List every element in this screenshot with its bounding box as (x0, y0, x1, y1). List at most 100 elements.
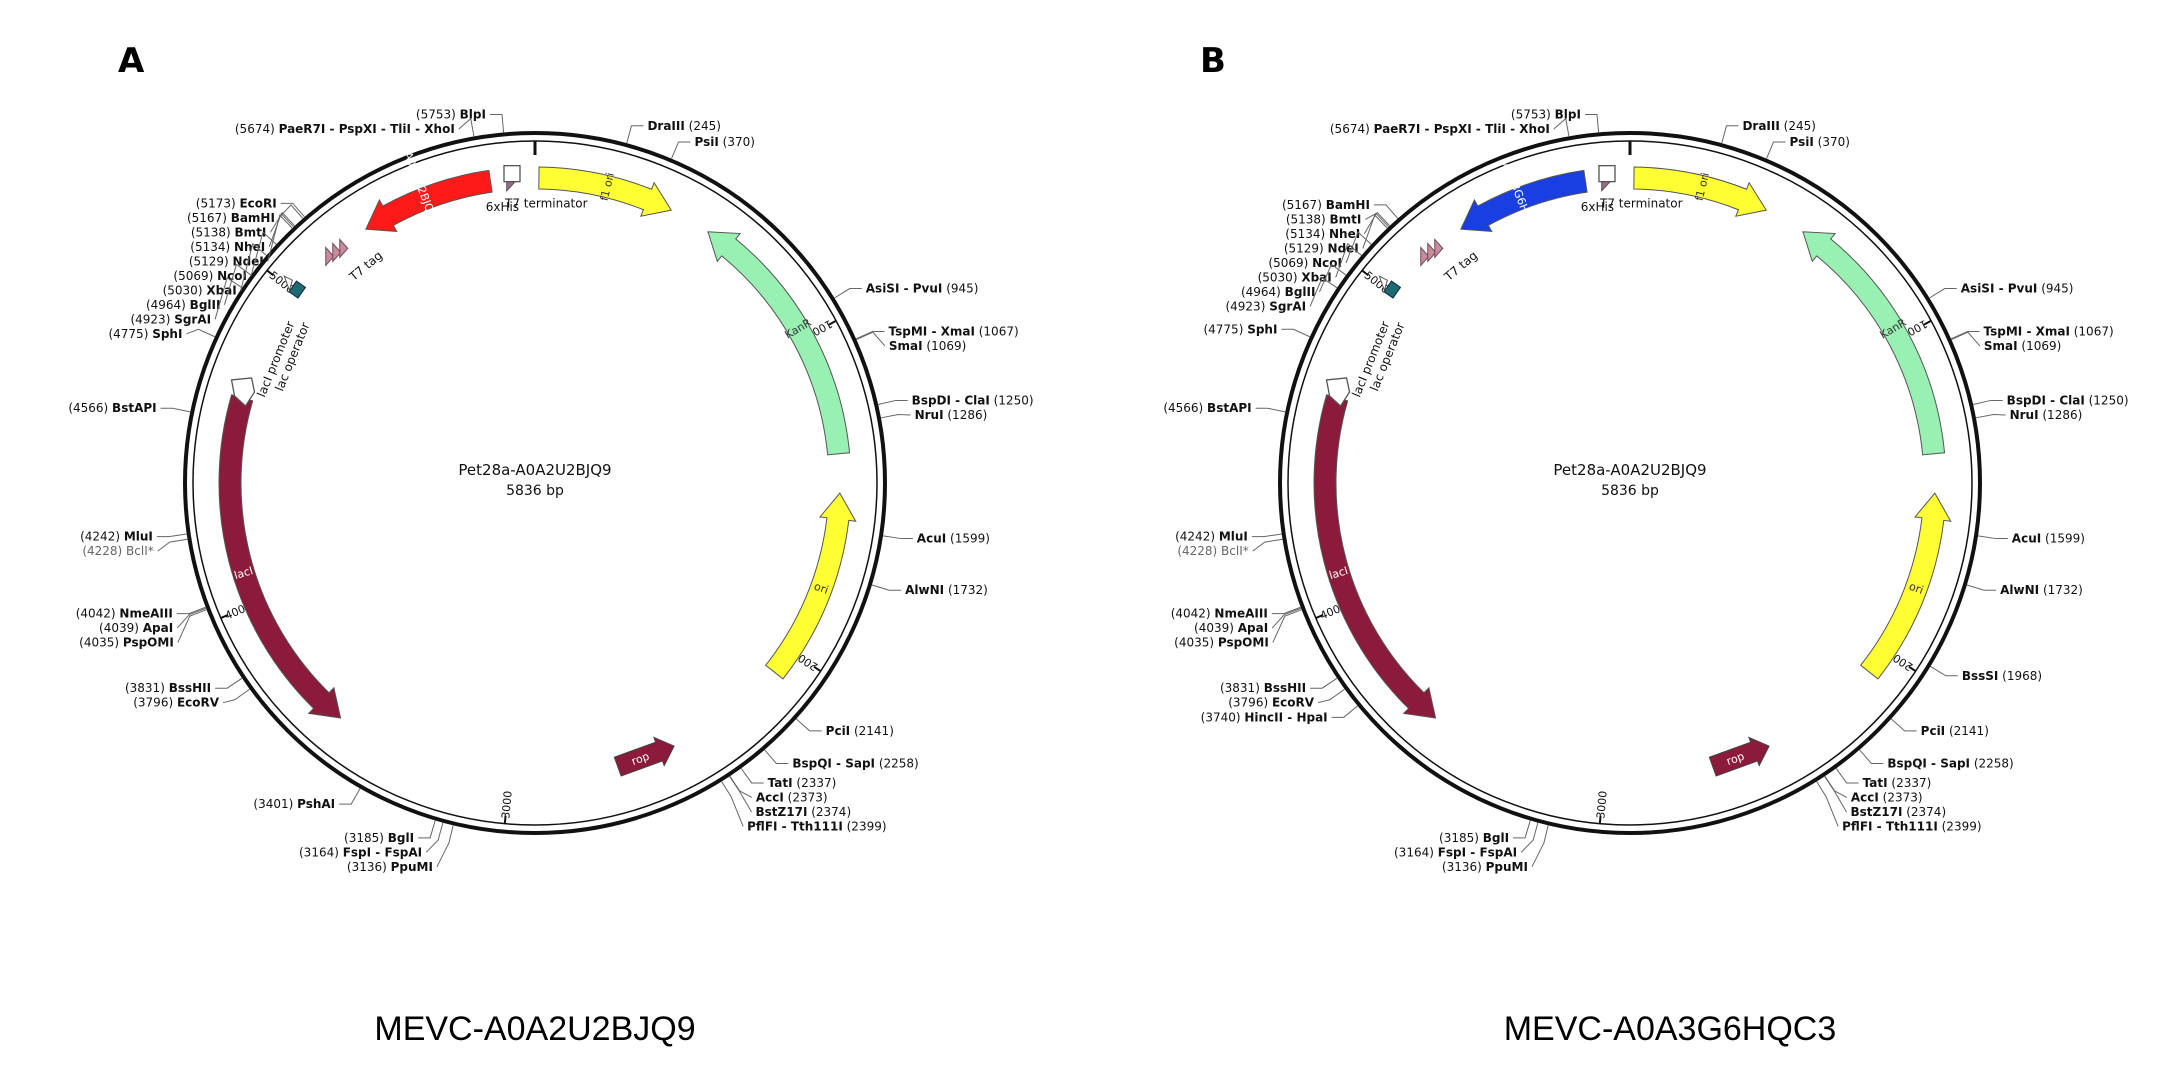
site-leader-line (764, 749, 789, 764)
site-leader-line (1317, 688, 1345, 704)
scale-tick (1315, 613, 1324, 619)
restriction-site-label: TspMI - XmaI (1067) (1984, 324, 2114, 338)
restriction-site-label: AcuI (1599) (917, 532, 990, 546)
restriction-site-label: BstZ17I (2374) (756, 805, 852, 819)
feature-rop-arrow: rop (1708, 736, 1770, 777)
feature-f1-ori-arrow (1633, 166, 1768, 217)
restriction-site-label: BspQI - SapI (2258) (792, 756, 918, 770)
laci-promoter-arrow (230, 377, 256, 407)
restriction-site-label: BspQI - SapI (2258) (1887, 756, 2013, 770)
restriction-site-label: (3136) PpuMI (1442, 860, 1528, 874)
restriction-site-label: NruI (1286) (2010, 408, 2083, 422)
t7-promoter-marker (283, 275, 293, 292)
restriction-site-label: AsiSI - PvuI (945) (1961, 282, 2074, 296)
restriction-site-label: (4964) BglII (146, 298, 220, 312)
restriction-site-label: (5167) BamHI (187, 211, 275, 225)
site-leader-line (160, 407, 191, 413)
restriction-site-label: (3796) EcoRV (133, 696, 220, 710)
restriction-site-label: (4035) PspOMI (1174, 636, 1269, 650)
rop-arrow-shape (1708, 736, 1770, 777)
site-leader-line (1824, 776, 1847, 813)
restriction-site-label: DraIII (245) (647, 119, 720, 133)
restriction-site-label: (4039) ApaI (99, 621, 173, 635)
feature-label: lacI (1328, 564, 1350, 582)
t7-terminator-box (503, 164, 521, 183)
rop-arrow-shape (613, 736, 675, 777)
site-leader-line (1335, 242, 1362, 278)
restriction-site-label: BssSI (1968) (1962, 669, 2042, 683)
site-leader-line (1721, 125, 1739, 144)
feature-rop-arrow: rop (613, 736, 675, 777)
restriction-site-label: PciI (2141) (1921, 724, 1989, 738)
restriction-site-label: (5753) BlpI (416, 107, 486, 121)
caption-b: MEVC-A0A3G6HQC3 (1504, 1010, 1837, 1048)
restriction-site-label: (4775) SphI (1203, 322, 1277, 336)
restriction-site-label: AsiSI - PvuI (945) (866, 282, 979, 296)
site-leader-line (1929, 288, 1957, 299)
feature-a0a2u2bjq9-dna-arrow (365, 169, 493, 233)
site-leader-line (1584, 113, 1600, 133)
restriction-site-label: (3185) BglI (1439, 831, 1509, 845)
site-leader-line (1766, 141, 1786, 159)
restriction-site-label: PsiI (370) (695, 135, 755, 149)
restriction-site-label: (4042) NmeAIII (76, 607, 173, 621)
restriction-site-label: AlwNI (1732) (905, 583, 988, 597)
restriction-site-label: TatI (2337) (1863, 776, 1932, 790)
feature-label: ori (812, 580, 830, 597)
feature-laci-arrow (1313, 394, 1437, 719)
scale-tick (503, 815, 507, 824)
restriction-site-label: (4035) PspOMI (79, 636, 174, 650)
restriction-site-label: (5138) BmtI (191, 225, 267, 239)
site-leader-line (1255, 407, 1286, 413)
restriction-site-label: (5030) XbaI (163, 283, 237, 297)
feature-kanr-arrow (1802, 231, 1946, 456)
restriction-site-label: (4042) NmeAIII (1171, 607, 1268, 621)
site-leader-line (250, 231, 277, 276)
restriction-site-label: (4775) SphI (108, 327, 182, 341)
restriction-site-label: AlwNI (1732) (2000, 583, 2083, 597)
feature-laci-arrow (218, 394, 342, 719)
feature-label: lacI (233, 564, 255, 582)
site-leader-line (1362, 214, 1388, 249)
scale-tick-label: 3000 (1594, 790, 1609, 819)
site-leader-line (1816, 781, 1839, 827)
site-leader-line (1859, 749, 1884, 764)
restriction-site-label: (4566) BstAPI (1163, 401, 1251, 415)
site-leader-line (880, 413, 911, 419)
restriction-site-label: (4566) BstAPI (68, 401, 156, 415)
site-leader-line (222, 688, 250, 704)
site-leader-line (1363, 212, 1389, 235)
restriction-site-label: (3185) BglI (344, 831, 414, 845)
plasmid-size: 5836 bp (506, 483, 564, 499)
restriction-site-label: SmaI (1069) (1984, 339, 2061, 353)
restriction-site-label: (5173) EcoRI (196, 196, 277, 210)
restriction-site-label: PsiI (370) (1790, 135, 1850, 149)
t7-promoter-marker (1378, 275, 1388, 292)
site-leader-line (1977, 535, 2008, 540)
site-leader-line (1835, 768, 1859, 784)
feature-label: ori (1907, 580, 1925, 597)
scale-tick (828, 319, 837, 326)
his-tag-label: 6xHis (1581, 200, 1614, 214)
restriction-site-label: (4228) BclI* (1177, 544, 1248, 558)
restriction-site-label: DraIII (245) (1742, 119, 1815, 133)
restriction-site-label: AccI (2373) (756, 790, 828, 804)
site-leader-line (1281, 328, 1311, 338)
site-leader-line (489, 113, 505, 133)
restriction-site-label: NruI (1286) (915, 408, 988, 422)
backbone-outer-ring (1278, 131, 1982, 835)
site-leader-line (418, 820, 436, 839)
restriction-site-label: (4964) BglII (1241, 285, 1316, 299)
plasmid-size: 5836 bp (1601, 483, 1659, 499)
site-leader-line (269, 211, 296, 233)
rop-label: rop (630, 750, 651, 768)
plasmid-name: Pet28a-A0A2U2BJQ9 (1553, 461, 1706, 479)
site-leader-line (280, 202, 305, 218)
restriction-site-label: (4923) SgrAI (130, 312, 211, 326)
scale-tick (1908, 665, 1917, 672)
site-leader-line (1309, 277, 1338, 307)
site-leader-line (214, 277, 243, 320)
his-tag-label: 6xHis (486, 200, 519, 214)
restriction-site-label: (3831) BssHII (125, 681, 211, 695)
site-leader-line (339, 788, 361, 805)
